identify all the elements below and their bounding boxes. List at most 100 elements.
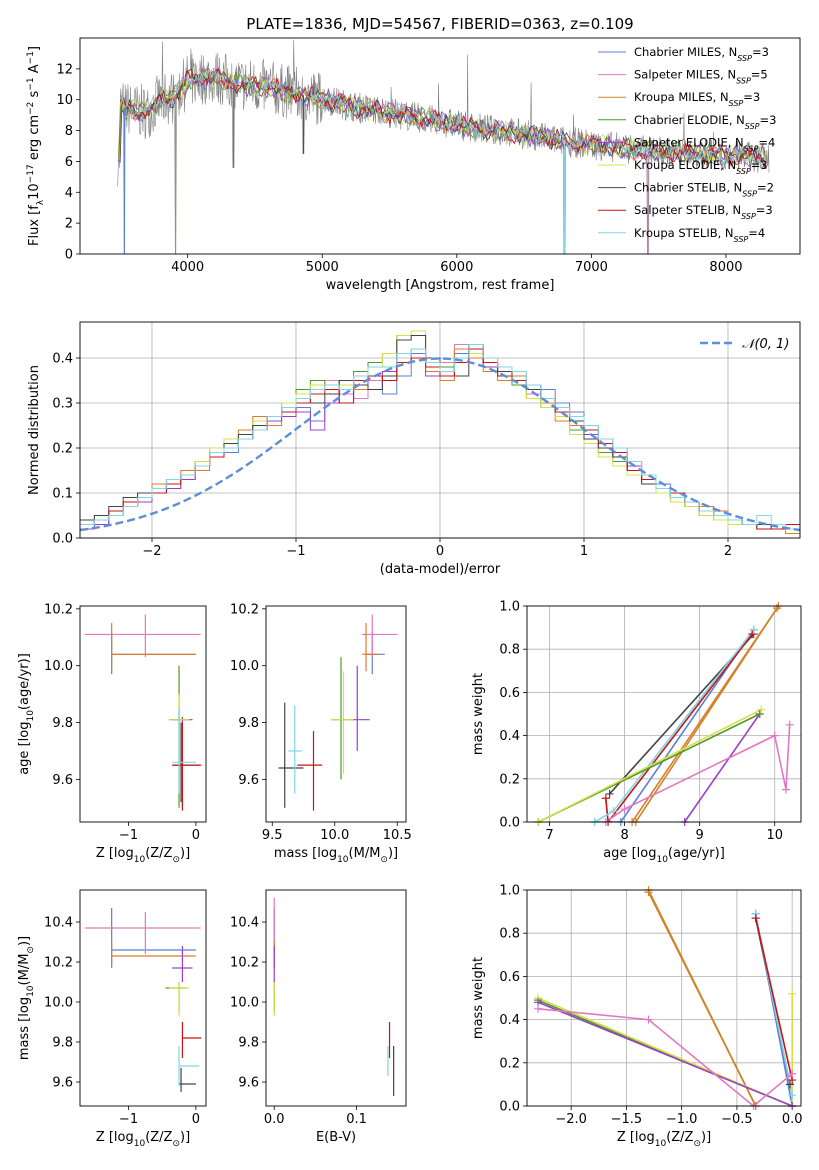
x-tick-label: −2 — [142, 544, 161, 559]
legend: 𝒩(0, 1) — [700, 337, 789, 352]
observed-spectrum — [117, 39, 770, 254]
label-segment: age [log — [603, 846, 656, 861]
y-tick-label: 9.6 — [238, 1076, 259, 1091]
weight-marker — [788, 989, 797, 998]
y-tick-label: 2 — [65, 217, 73, 232]
x-axis-label: Z [log10(Z/Z⊙)] — [96, 846, 190, 865]
x-tick-label: 0.1 — [346, 1112, 367, 1127]
label-segment: s — [27, 90, 42, 101]
normal-curve — [80, 357, 800, 532]
errorbar-point-0 — [111, 631, 196, 675]
weight-series-7 — [537, 993, 793, 1106]
legend-label-sub: SSP — [742, 189, 757, 198]
y-tick-label: 10 — [56, 93, 73, 108]
errorbar-point-6 — [278, 702, 304, 808]
figure-title: PLATE=1836, MJD=54567, FIBERID=0363, z=0… — [246, 15, 633, 33]
weight-marker — [757, 705, 766, 714]
x-tick-label: 0.0 — [782, 1112, 803, 1127]
axes-frame — [265, 605, 407, 823]
y-tick-label: 0.4 — [499, 729, 520, 744]
plot-area — [537, 890, 793, 1106]
y-tick-label: 0.6 — [499, 970, 520, 985]
legend-label-text: Kroupa MILES, N — [634, 90, 729, 104]
x-tick-label: 9.5 — [262, 828, 283, 843]
y-tick-label: 10.0 — [230, 659, 259, 674]
y-tick-label: 0 — [65, 248, 73, 263]
x-tick-label: 4000 — [171, 260, 204, 275]
label-subscript: λ — [36, 199, 46, 205]
y-axis-label: mass weight — [471, 673, 486, 755]
errorbar-point-3 — [331, 657, 354, 780]
axes-frame — [265, 889, 407, 1107]
errorbar-point-5 — [168, 982, 190, 1016]
label-segment: (age/yr)] — [17, 653, 32, 710]
x-tick-label: 0 — [192, 828, 200, 843]
y-tick-label: 0.2 — [499, 772, 520, 787]
legend-label: Salpeter ELODIE, NSSP=4 — [634, 135, 775, 153]
label-segment: Flux [f — [27, 205, 42, 246]
y-axis-label: mass [log10(M/M⊙)] — [17, 936, 36, 1060]
panel-mass-vs-metallicity: −1 09.69.810.010.210.4Z [log10(Z/Z⊙)]mass… — [17, 889, 207, 1149]
label-segment: (Z/Z — [666, 1130, 693, 1145]
y-tick-label: 9.6 — [238, 773, 259, 788]
y-tick-label: 10.2 — [230, 602, 259, 617]
errorbar-point-2 — [362, 623, 379, 672]
axes-frame — [526, 605, 802, 823]
legend-label-suffix: =4 — [748, 226, 765, 240]
axes-frame — [79, 889, 207, 1107]
x-axis-label: mass [log10(M/M⊙)] — [274, 846, 398, 865]
legend-label-text: Salpeter MILES, N — [634, 68, 736, 82]
y-tick-label: 10.2 — [44, 602, 73, 617]
x-tick-label: 6000 — [440, 260, 473, 275]
legend-label: Salpeter STELIB, NSSP=3 — [634, 203, 773, 221]
x-tick-label: −2.0 — [555, 1112, 587, 1127]
label-segment: (Z/Z — [145, 1130, 172, 1145]
x-tick-label: 0.0 — [264, 1112, 285, 1127]
weight-marker — [534, 1004, 543, 1013]
weight-marker — [644, 1015, 653, 1024]
y-tick-label: 10.0 — [44, 996, 73, 1011]
label-segment: Z [log — [96, 1130, 134, 1145]
panel-spectrum: 4000 5000 6000 7000 8000 0 2 4 6 8 10 12 wavelength … — [26, 37, 801, 293]
legend-label: 𝒩(0, 1) — [742, 337, 789, 352]
label-subscript: 10 — [656, 855, 668, 865]
y-tick-label: 1.0 — [499, 884, 520, 899]
x-tick-label: 0 — [192, 1112, 200, 1127]
label-subscript: ⊙ — [693, 1139, 701, 1149]
legend-label-suffix: =4 — [758, 135, 775, 149]
x-tick-label: 5000 — [306, 260, 339, 275]
label-segment: Z [log — [96, 846, 134, 861]
model-spectrum-kroupa-stelib — [120, 70, 766, 169]
errorbar-point-2 — [111, 623, 196, 672]
errorbar-point-6 — [179, 1068, 196, 1092]
legend-label: Chabrier ELODIE, NSSP=3 — [634, 113, 776, 131]
errorbar-point-1 — [84, 912, 201, 954]
y-tick-label: 12 — [56, 62, 73, 77]
plot-area — [84, 614, 202, 811]
y-tick-label: 1.0 — [499, 600, 520, 615]
legend-label-suffix: =3 — [743, 90, 760, 104]
y-tick-label: 10.2 — [44, 956, 73, 971]
x-tick-label: 10.5 — [383, 828, 412, 843]
label-segment: (M/M — [17, 954, 32, 986]
weight-marker — [785, 720, 794, 729]
label-segment: A — [27, 64, 42, 77]
legend-label-suffix: =3 — [756, 203, 773, 217]
label-subscript: ⊙ — [172, 855, 180, 865]
label-segment: Z [log — [617, 1130, 655, 1145]
x-tick-label: 7000 — [575, 260, 608, 275]
legend-label-suffix: =5 — [751, 68, 768, 82]
y-tick-label: 9.8 — [52, 716, 73, 731]
axes-frame — [79, 321, 801, 539]
legend-label-sub: SSP — [736, 76, 751, 85]
weight-marker — [620, 805, 629, 814]
model-spectrum-salpeter-elodie — [118, 67, 766, 169]
plot-area — [273, 898, 395, 1096]
weight-marker — [748, 630, 757, 639]
label-segment: )] — [701, 1130, 711, 1145]
label-segment: )] — [388, 846, 398, 861]
errorbar-point-4 — [349, 665, 370, 751]
